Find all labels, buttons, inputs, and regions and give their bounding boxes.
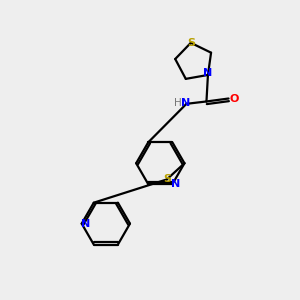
Text: N: N — [171, 179, 181, 189]
Text: S: S — [187, 38, 195, 48]
Text: N: N — [181, 98, 190, 108]
Text: N: N — [81, 219, 90, 229]
Text: H: H — [174, 98, 182, 108]
Text: O: O — [229, 94, 239, 103]
Text: N: N — [203, 68, 213, 79]
Text: S: S — [163, 174, 171, 184]
